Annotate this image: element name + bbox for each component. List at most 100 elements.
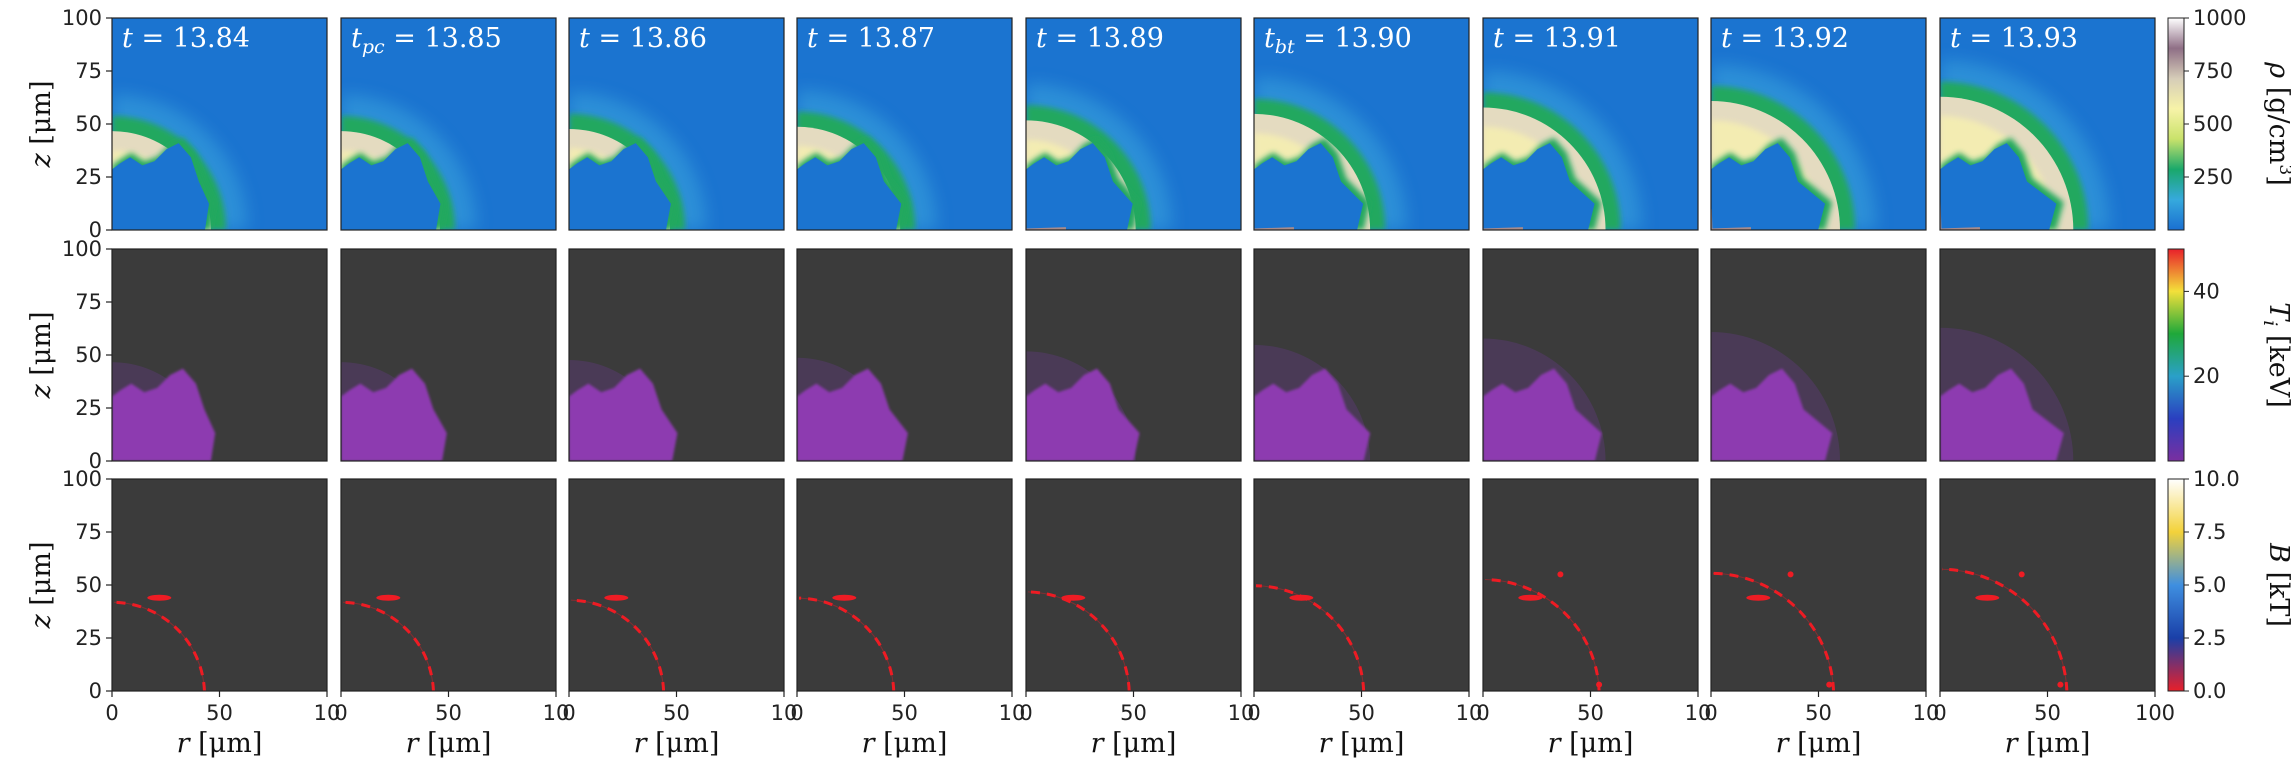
panel-background bbox=[569, 479, 784, 691]
panel-density-8 bbox=[1711, 18, 1926, 230]
time-label: t = 13.92 bbox=[1721, 23, 1849, 54]
x-axis-label: r [μm] bbox=[406, 728, 492, 759]
y-tick-label: 25 bbox=[75, 165, 102, 189]
y-tick-label: 50 bbox=[75, 112, 102, 136]
bfield-front bbox=[798, 596, 896, 691]
panel-ion-temperature-2 bbox=[341, 249, 556, 461]
y-axis-label: z [μm] bbox=[26, 541, 57, 629]
x-tick-label: 10 bbox=[1685, 701, 1712, 725]
bfield-front bbox=[1484, 578, 1601, 691]
panel-magnetic-field-7 bbox=[1483, 479, 1698, 691]
x-tick-label: 50 bbox=[435, 701, 462, 725]
bfield-front-faint bbox=[1027, 591, 1130, 691]
bfield-spot bbox=[1975, 594, 2000, 601]
x-axis-label: r [μm] bbox=[1091, 728, 1177, 759]
x-axis-label: r [μm] bbox=[177, 728, 263, 759]
x-tick-label: 10 bbox=[1913, 701, 1940, 725]
density-hotspot bbox=[1483, 143, 1595, 230]
x-tick-label: 10 bbox=[314, 701, 341, 725]
density-hotspot bbox=[569, 143, 671, 230]
panel-magnetic-field-2 bbox=[341, 479, 556, 691]
panel-frame bbox=[1710, 17, 1927, 231]
panel-ion-temperature-6 bbox=[1254, 249, 1469, 461]
temperature-hotspot bbox=[1026, 368, 1140, 461]
y-tick-label: 75 bbox=[75, 290, 102, 314]
panel-magnetic-field-9 bbox=[1940, 479, 2155, 691]
colorbar-tick-label: 250 bbox=[2193, 165, 2233, 189]
panel-frame bbox=[1482, 17, 1699, 231]
bfield-spot bbox=[832, 594, 857, 601]
colorbar-tick-label: 10.0 bbox=[2193, 467, 2240, 491]
colorbar-density: 250 500 750 1000 ρ [g/cm3] bbox=[2167, 6, 2291, 231]
panel-density-5 bbox=[1026, 18, 1241, 230]
panel-background bbox=[797, 479, 1012, 691]
colorbar-magnetic-field: 0.0 2.5 5.0 7.5 10.0 B [kT] bbox=[2167, 467, 2291, 703]
y-tick-label: 50 bbox=[75, 573, 102, 597]
panel-density-4 bbox=[797, 18, 1012, 230]
x-axis-label: r [μm] bbox=[1776, 728, 1862, 759]
x-tick-label: 50 bbox=[1577, 701, 1604, 725]
panel-frame bbox=[1025, 248, 1242, 462]
y-tick-label: 25 bbox=[75, 396, 102, 420]
panel-grid bbox=[112, 18, 2155, 691]
bfield-spot bbox=[604, 594, 629, 601]
x-tick-label: 0 bbox=[1019, 701, 1032, 725]
panel-ion-temperature-7 bbox=[1483, 249, 1698, 461]
y-tick-label: 75 bbox=[75, 520, 102, 544]
y-tick-label: 100 bbox=[62, 6, 102, 30]
y-tick-label: 100 bbox=[62, 237, 102, 261]
x-tick-label: 0 bbox=[1704, 701, 1717, 725]
time-label: tbt = 13.90 bbox=[1264, 23, 1412, 58]
panel-magnetic-field-5 bbox=[1026, 479, 1241, 691]
bfield-front-faint bbox=[798, 597, 895, 691]
colorbar-tick-label: 5.0 bbox=[2193, 573, 2226, 597]
colorbar-tick-label: 20 bbox=[2193, 364, 2220, 388]
temperature-hotspot bbox=[569, 368, 678, 461]
bfield-front-faint bbox=[1712, 572, 1835, 691]
panel-density-6 bbox=[1254, 18, 1469, 230]
colorbar-gradient bbox=[2167, 248, 2185, 462]
panel-magnetic-field-1 bbox=[112, 479, 327, 691]
colorbar-gradient bbox=[2167, 17, 2185, 231]
colorbar-tick-label: 7.5 bbox=[2193, 520, 2226, 544]
bfield-front bbox=[1027, 590, 1131, 691]
time-label: t = 13.93 bbox=[1950, 23, 2078, 54]
temperature-hotspot bbox=[1711, 368, 1833, 461]
panel-background bbox=[1940, 479, 2155, 691]
x-tick-label: 50 bbox=[206, 701, 233, 725]
bfield-spot-tail bbox=[1596, 681, 1603, 688]
bfield-front-faint bbox=[1484, 579, 1600, 691]
bfield-front-faint bbox=[342, 601, 434, 691]
panel-frame bbox=[1939, 17, 2156, 231]
colorbar-gradient bbox=[2167, 478, 2185, 692]
x-tick-label: 10 bbox=[999, 701, 1026, 725]
x-axis-label: r [μm] bbox=[1548, 728, 1634, 759]
time-label: t = 13.91 bbox=[1493, 23, 1621, 54]
x-tick-label: 0 bbox=[1247, 701, 1260, 725]
x-tick-label: 0 bbox=[334, 701, 347, 725]
bfield-front bbox=[113, 600, 206, 691]
panel-ion-temperature-3 bbox=[569, 249, 784, 461]
bfield-front bbox=[570, 598, 666, 691]
x-tick-label: 50 bbox=[1120, 701, 1147, 725]
time-label: t = 13.89 bbox=[1036, 23, 1164, 54]
density-hotspot bbox=[1711, 143, 1826, 230]
y-tick-label: 0 bbox=[89, 449, 102, 473]
panel-background bbox=[112, 479, 327, 691]
x-axis-label: r [μm] bbox=[2005, 728, 2091, 759]
x-tick-label: 50 bbox=[891, 701, 918, 725]
bfield-spot bbox=[1289, 594, 1314, 601]
temperature-hotspot bbox=[797, 368, 908, 461]
panel-ion-temperature-9 bbox=[1940, 249, 2155, 461]
bfield-spot-secondary bbox=[1787, 571, 1794, 578]
panel-frame bbox=[1253, 17, 1470, 231]
panel-background bbox=[1711, 479, 1926, 691]
density-hotspot bbox=[341, 143, 441, 230]
x-tick-label: 50 bbox=[1805, 701, 1832, 725]
y-tick-label: 0 bbox=[89, 218, 102, 242]
panel-background bbox=[1026, 479, 1241, 691]
x-tick-label: 100 bbox=[2135, 701, 2175, 725]
panel-magnetic-field-3 bbox=[569, 479, 784, 691]
x-axis-label: r [μm] bbox=[1319, 728, 1405, 759]
colorbar-label: B [kT] bbox=[2263, 542, 2291, 627]
